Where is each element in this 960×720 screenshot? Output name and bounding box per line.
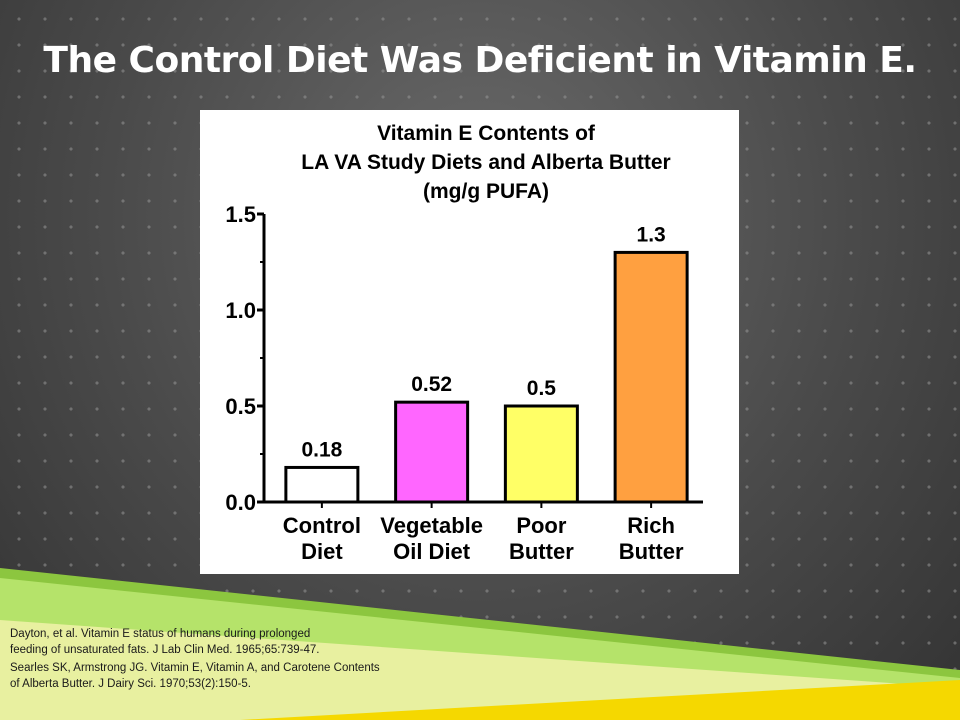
y-tick-label-1.0: 1.0 <box>225 298 256 323</box>
x-category-label-2-line-2: Oil Diet <box>393 539 471 564</box>
x-category-label-3-line-2: Butter <box>509 539 574 564</box>
x-category-label-1-line-1: Control <box>283 513 361 538</box>
reference-2-line-2: of Alberta Butter. J Dairy Sci. 1970;53(… <box>10 678 251 690</box>
y-tick-label-0.0: 0.0 <box>225 490 256 515</box>
bar-value-label-3: 0.5 <box>527 377 557 400</box>
chart-title-line-1: Vitamin E Contents of <box>377 122 596 145</box>
y-tick-label-1.5: 1.5 <box>225 202 256 227</box>
bar-3 <box>503 404 579 504</box>
x-category-label-2-line-1: Vegetable <box>380 513 483 538</box>
y-tick-label-0.5: 0.5 <box>225 394 256 419</box>
reference-1: Dayton, et al. Vitamin E status of human… <box>10 626 470 658</box>
x-category-label-3-line-1: Poor <box>516 513 567 538</box>
x-category-label-4-line-2: Butter <box>619 539 684 564</box>
reference-1-line-2: feeding of unsaturated fats. J Lab Clin … <box>10 644 320 656</box>
reference-2-line-1: Searles SK, Armstrong JG. Vitamin E, Vit… <box>10 662 380 674</box>
chart-panel: Vitamin E Contents of LA VA Study Diets a… <box>200 110 739 574</box>
yellow-stripe <box>240 680 960 720</box>
x-category-label-1-line-2: Diet <box>301 539 343 564</box>
slide-title: The Control Diet Was Deficient in Vitami… <box>43 40 917 81</box>
bar-value-label-1: 0.18 <box>301 438 342 461</box>
bar-value-label-4: 1.3 <box>637 223 666 246</box>
reference-2: Searles SK, Armstrong JG. Vitamin E, Vit… <box>10 660 470 692</box>
bar-4 <box>613 250 689 504</box>
chart-title-line-2: LA VA Study Diets and Alberta Butter <box>301 151 670 174</box>
references: Dayton, et al. Vitamin E status of human… <box>10 626 470 694</box>
bar-value-label-2: 0.52 <box>411 373 452 396</box>
bar-1 <box>284 465 360 504</box>
reference-1-line-1: Dayton, et al. Vitamin E status of human… <box>10 628 311 640</box>
bottom-decoration <box>0 568 960 720</box>
x-category-label-4-line-1: Rich <box>627 513 675 538</box>
bar-chart: Vitamin E Contents of LA VA Study Diets a… <box>225 122 703 564</box>
bar-2 <box>394 400 470 504</box>
chart-title-line-3: (mg/g PUFA) <box>423 180 549 203</box>
